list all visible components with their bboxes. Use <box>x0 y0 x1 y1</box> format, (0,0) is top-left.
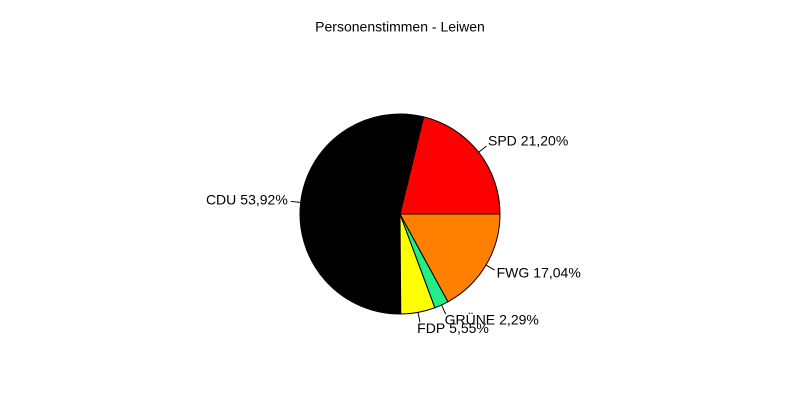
slice-category: CDU <box>206 191 236 207</box>
label-leader <box>478 145 487 153</box>
slice-category: SPD <box>488 132 517 148</box>
slice-category: FDP <box>417 320 445 336</box>
label-leader <box>485 264 495 271</box>
pie-slice <box>399 213 501 303</box>
chart-title: Personenstimmen - Leiwen <box>315 19 485 35</box>
label-leader <box>290 200 301 203</box>
slice-label: SPD 21,20% <box>488 132 568 148</box>
label-leader <box>441 304 447 315</box>
slice-value-label: 17,04% <box>533 264 580 280</box>
slice-value-label: 2,29% <box>499 311 539 327</box>
slice-category: FWG <box>497 264 530 280</box>
slice-label: FWG 17,04% <box>497 264 581 280</box>
slice-label: FDP 5,55% <box>417 320 489 336</box>
slice-value-label: 53,92% <box>240 191 287 207</box>
pie-slice <box>299 113 425 315</box>
slice-value-label: 21,20% <box>521 132 568 148</box>
slice-value-label: 5,55% <box>449 320 489 336</box>
slice-label: GRÜNE 2,29% <box>445 310 539 327</box>
slice-label: CDU 53,92% <box>206 191 288 207</box>
label-leader <box>417 312 421 323</box>
slice-category: GRÜNE <box>445 310 496 327</box>
pie-slice <box>399 116 501 215</box>
